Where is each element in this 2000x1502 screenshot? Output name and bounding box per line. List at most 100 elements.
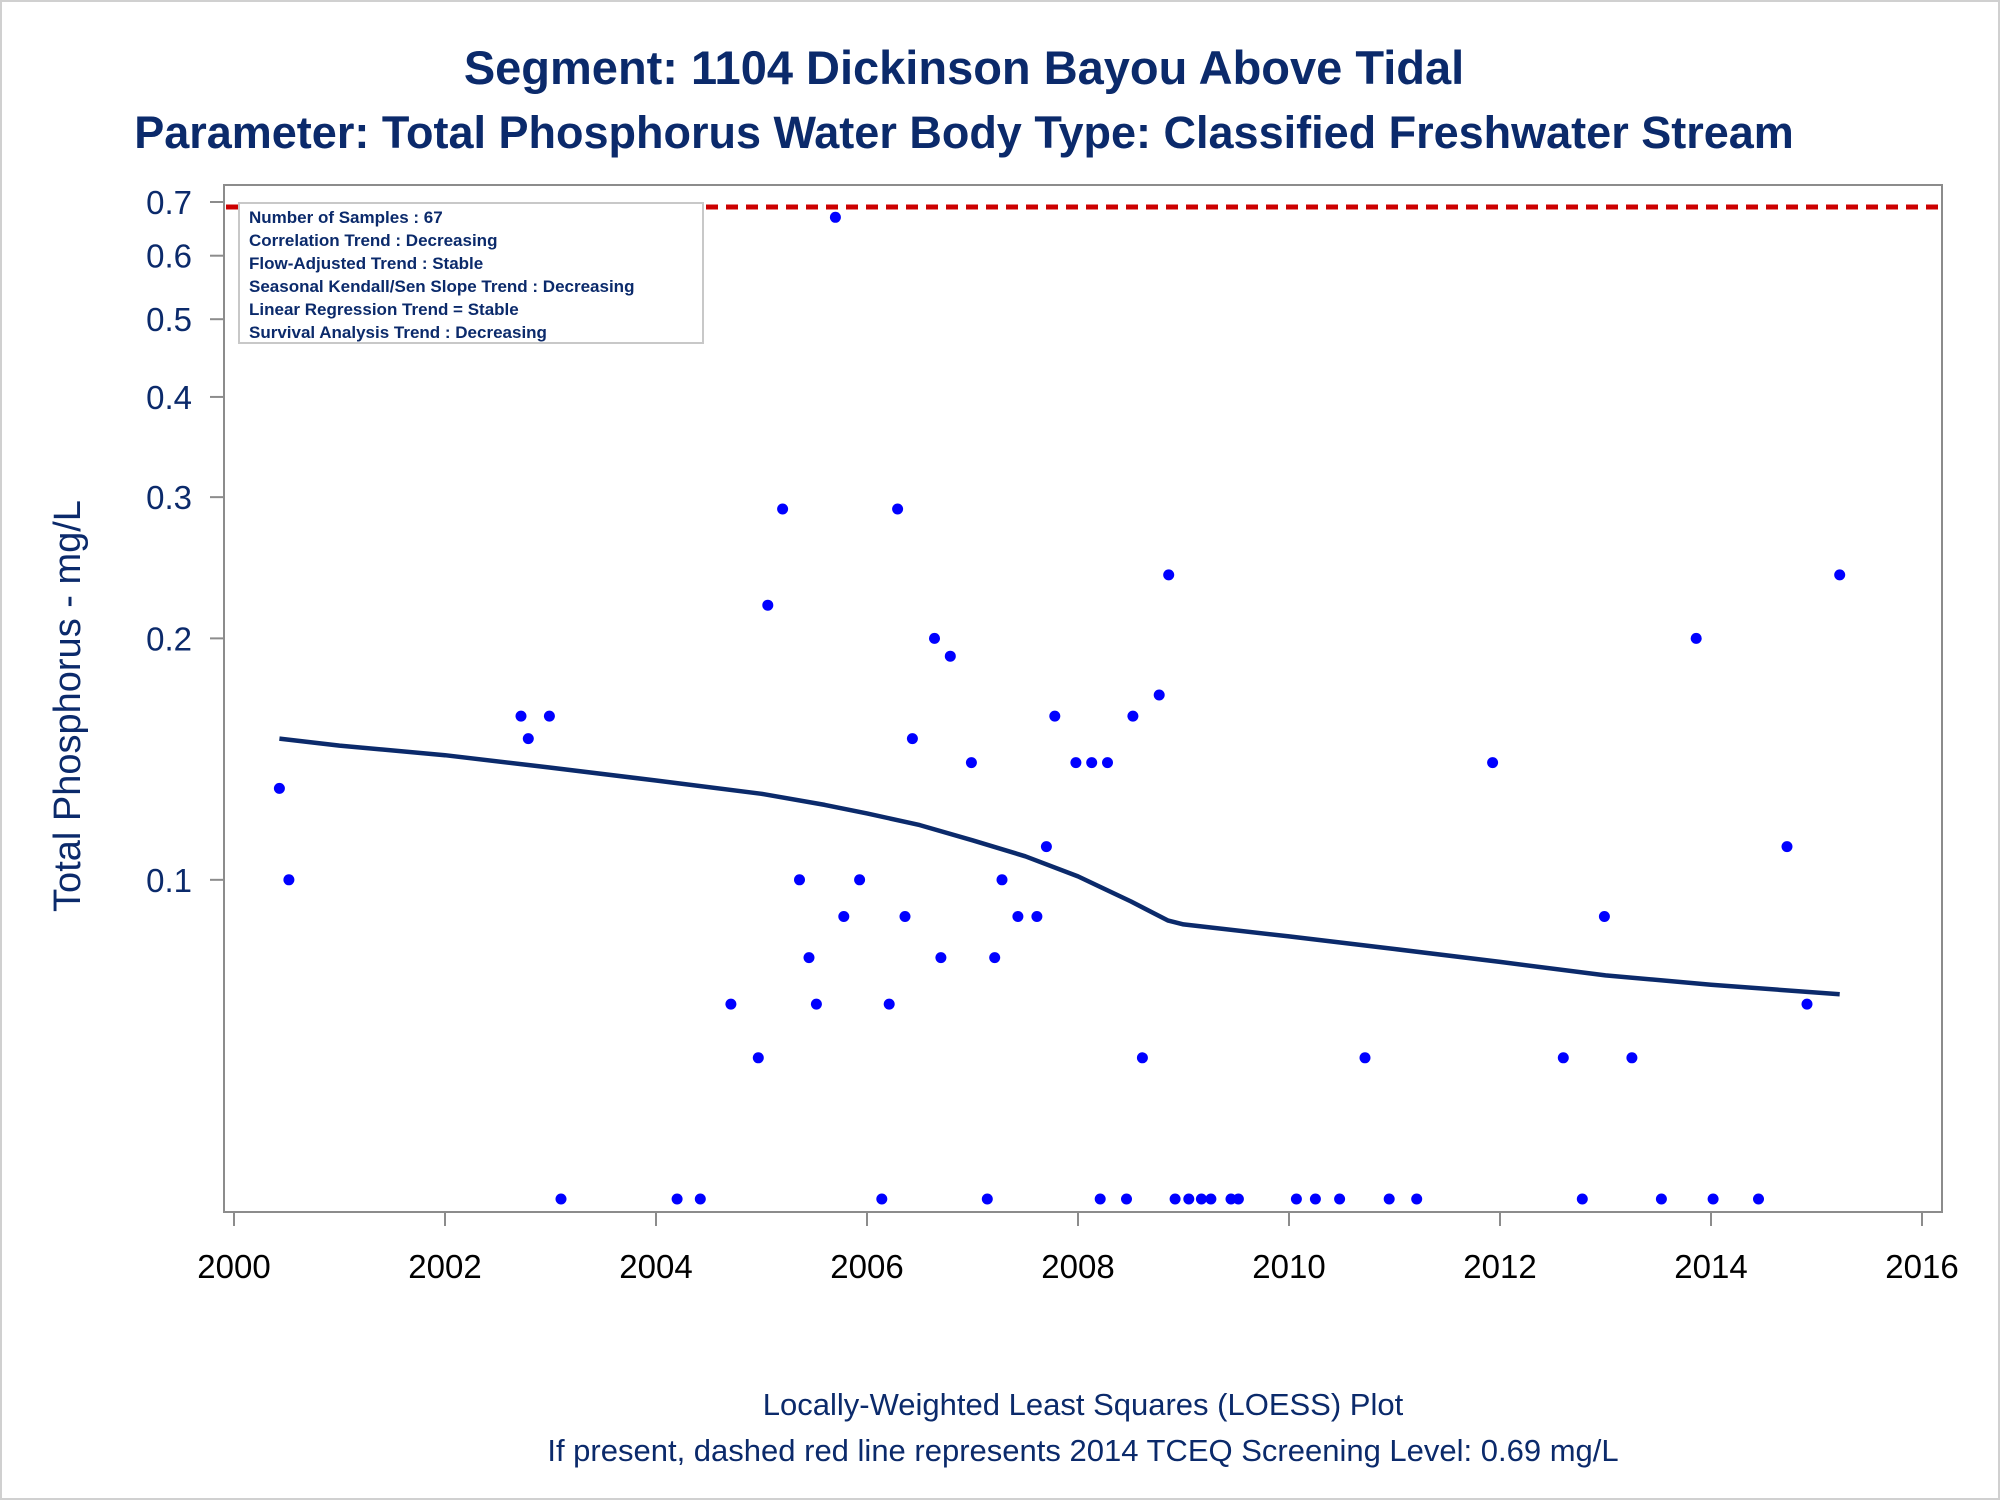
y-tick-label: 0.7: [146, 184, 192, 221]
data-point: [283, 874, 295, 886]
plot-frame: [223, 184, 1943, 1213]
data-point: [1183, 1193, 1195, 1205]
x-tick-label: 2006: [830, 1248, 903, 1285]
x-tick-label: 2002: [408, 1248, 481, 1285]
data-point: [1121, 1193, 1132, 1205]
data-point: [1334, 1193, 1346, 1205]
data-point: [694, 1193, 706, 1205]
x-tick-label: 2012: [1463, 1248, 1536, 1285]
data-point: [854, 874, 866, 886]
data-point: [1626, 1052, 1638, 1064]
x-tick-label: 2010: [1252, 1248, 1325, 1285]
footer-line-2: If present, dashed red line represents 2…: [547, 1433, 1618, 1468]
data-point: [794, 874, 805, 886]
data-point: [1290, 1193, 1302, 1205]
data-point: [762, 599, 774, 611]
y-axis-label: Total Phosphorus - mg/L: [47, 500, 89, 912]
data-point: [899, 911, 911, 922]
legend-line: Linear Regression Trend = Stable: [249, 300, 519, 319]
data-point: [1411, 1193, 1423, 1205]
data-point: [1557, 1052, 1569, 1064]
data-point: [1153, 689, 1165, 701]
data-point: [989, 952, 1001, 964]
data-point: [1383, 1193, 1395, 1205]
data-points: [273, 211, 1846, 1205]
data-point: [1690, 632, 1702, 644]
data-point: [515, 710, 527, 722]
data-point: [838, 911, 850, 922]
data-point: [1834, 569, 1846, 581]
x-tick-label: 2004: [619, 1248, 692, 1285]
y-axis: 0.7 0.6 0.5 0.4 0.3 0.2 0.1: [146, 184, 224, 899]
data-point: [892, 503, 904, 515]
data-point: [944, 650, 956, 662]
data-point: [1487, 757, 1499, 769]
chart-title: Segment: 1104 Dickinson Bayou Above Tida…: [464, 41, 1464, 94]
data-point: [996, 874, 1008, 886]
data-point: [273, 782, 285, 794]
data-point: [1049, 710, 1061, 722]
y-tick-label: 0.6: [146, 238, 192, 275]
footer-line-1: Locally-Weighted Least Squares (LOESS) P…: [763, 1387, 1404, 1422]
data-point: [929, 632, 940, 644]
data-point: [1195, 1193, 1207, 1205]
y-tick-label: 0.5: [146, 301, 192, 338]
data-point: [1040, 841, 1052, 853]
data-point: [725, 998, 737, 1010]
data-point: [981, 1193, 993, 1205]
data-point: [1169, 1193, 1181, 1205]
legend-line: Seasonal Kendall/Sen Slope Trend : Decre…: [249, 277, 634, 296]
data-point: [1655, 1193, 1667, 1205]
chart-subtitle: Parameter: Total Phosphorus Water Body T…: [134, 107, 1794, 158]
data-point: [829, 211, 841, 223]
data-point: [1136, 1052, 1148, 1064]
data-point: [1232, 1193, 1244, 1205]
data-point: [752, 1052, 764, 1064]
legend-box: [238, 202, 704, 344]
data-point: [1598, 911, 1610, 922]
data-point: [935, 952, 947, 964]
x-axis: 2000 2002 2004 2006 2008 2010 2012 2014 2016: [197, 1212, 1959, 1285]
data-point: [1309, 1193, 1321, 1205]
legend-line: Correlation Trend : Decreasing: [249, 231, 497, 250]
y-tick-label: 0.3: [146, 479, 192, 516]
data-point: [1094, 1193, 1106, 1205]
data-point: [906, 733, 918, 745]
data-point: [777, 503, 789, 515]
y-tick-label: 0.4: [146, 379, 192, 416]
legend-line: Number of Samples : 67: [249, 208, 443, 227]
data-point: [883, 998, 895, 1010]
data-point: [1707, 1193, 1719, 1205]
data-point: [1781, 841, 1793, 853]
x-tick-label: 2000: [197, 1248, 270, 1285]
data-point: [1359, 1052, 1371, 1064]
x-tick-label: 2008: [1041, 1248, 1114, 1285]
data-point: [1127, 710, 1139, 722]
data-point: [522, 733, 534, 745]
data-point: [1753, 1193, 1764, 1205]
trend-legend: Number of Samples : 67 Correlation Trend…: [238, 202, 704, 344]
legend-line: Survival Analysis Trend : Decreasing: [249, 323, 547, 342]
data-point: [1102, 757, 1113, 769]
data-point: [1576, 1193, 1588, 1205]
data-point: [810, 998, 822, 1010]
data-point: [1012, 911, 1024, 922]
data-point: [555, 1193, 567, 1205]
data-point: [543, 710, 555, 722]
data-point: [671, 1193, 683, 1205]
data-point: [965, 757, 977, 769]
x-tick-label: 2014: [1674, 1248, 1747, 1285]
data-point: [1801, 998, 1813, 1010]
x-tick-label: 2016: [1885, 1248, 1958, 1285]
legend-line: Flow-Adjusted Trend : Stable: [249, 254, 483, 273]
data-point: [1205, 1193, 1217, 1205]
data-point: [1070, 757, 1082, 769]
y-tick-label: 0.1: [146, 862, 192, 899]
loess-curve: [279, 736, 1840, 997]
data-point: [803, 952, 815, 964]
data-point: [1031, 911, 1043, 922]
data-point: [1163, 569, 1175, 581]
data-point: [876, 1193, 888, 1205]
